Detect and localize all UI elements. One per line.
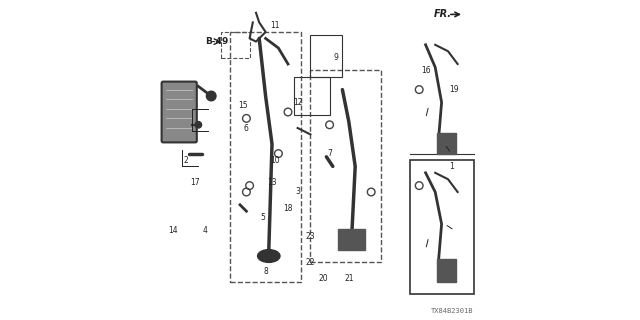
Text: 18: 18: [284, 204, 292, 212]
Text: 2: 2: [183, 156, 188, 164]
Bar: [437, 259, 456, 282]
Text: 8: 8: [263, 268, 268, 276]
Text: 14: 14: [168, 226, 178, 235]
Text: 17: 17: [190, 178, 200, 187]
Text: 6: 6: [244, 124, 249, 132]
Text: 3: 3: [295, 188, 300, 196]
Text: 1: 1: [449, 162, 454, 171]
Text: 21: 21: [344, 274, 353, 283]
Text: 5: 5: [260, 213, 265, 222]
Bar: [338, 229, 365, 250]
Text: 7: 7: [327, 149, 332, 158]
Text: TX84B2301B: TX84B2301B: [431, 308, 474, 314]
Text: 10: 10: [270, 156, 280, 164]
Text: 11: 11: [271, 21, 280, 30]
Text: 15: 15: [238, 101, 248, 110]
Text: FR.: FR.: [434, 9, 452, 20]
Bar: [437, 133, 456, 154]
Text: 19: 19: [449, 85, 460, 94]
Text: 22: 22: [306, 258, 315, 267]
Text: 4: 4: [202, 226, 207, 235]
Text: 16: 16: [420, 66, 431, 75]
Ellipse shape: [258, 250, 280, 262]
Text: B-49: B-49: [205, 37, 228, 46]
Text: 9: 9: [333, 53, 339, 62]
Text: 20: 20: [318, 274, 328, 283]
Text: 12: 12: [293, 98, 302, 107]
Text: 23: 23: [305, 232, 316, 241]
FancyBboxPatch shape: [161, 82, 197, 142]
Text: 13: 13: [267, 178, 277, 187]
Circle shape: [206, 91, 216, 101]
Circle shape: [195, 122, 202, 128]
